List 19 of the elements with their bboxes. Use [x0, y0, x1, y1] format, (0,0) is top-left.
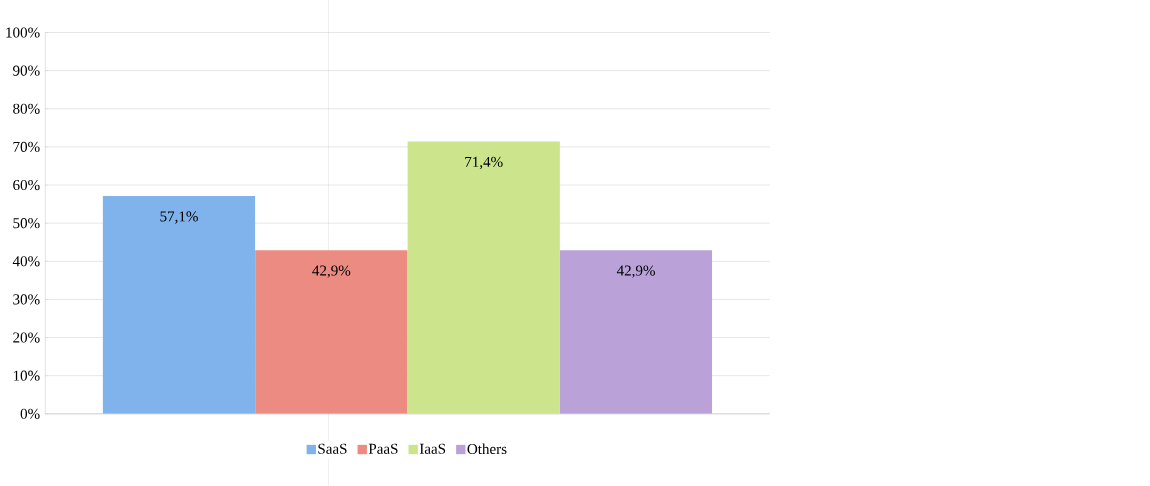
data-label: 42,9% — [312, 265, 351, 278]
y-tick-label: 60% — [13, 179, 40, 191]
y-tick-label: 20% — [13, 332, 40, 343]
y-tick-label: 100% — [6, 27, 40, 38]
y-tick-label: 50% — [13, 218, 40, 229]
y-tick-label: 0% — [20, 408, 40, 419]
y-tick-label: 30% — [13, 294, 40, 305]
y-tick-label: 40% — [12, 256, 40, 267]
y-tick-label: 10% — [13, 370, 40, 381]
legend-label: IaaS — [419, 443, 446, 454]
legend-label: Others — [467, 443, 507, 455]
data-label: 71,4% — [465, 156, 503, 170]
y-tick-label: 70% — [13, 141, 40, 153]
legend-label: SaaS — [318, 443, 347, 454]
data-label: 57,1% — [160, 211, 198, 224]
y-tick-label: 80% — [13, 103, 40, 114]
y-tick-label: 90% — [13, 65, 40, 76]
legend-label: PaaS — [368, 443, 398, 454]
data-label: 42,9% — [616, 265, 655, 278]
